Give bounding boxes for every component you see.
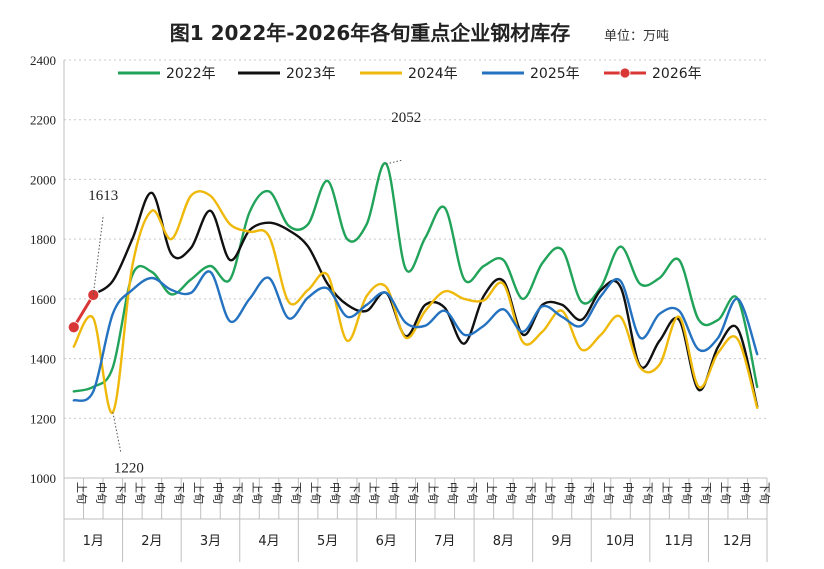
x-tick-label: 中旬 [446, 482, 459, 504]
x-tick-label: 下旬 [231, 482, 244, 504]
annotation-label: 1220 [114, 460, 144, 476]
month-label: 4月 [258, 534, 279, 549]
annotation-leader [386, 159, 404, 165]
x-tick-label: 下旬 [465, 482, 478, 504]
month-label: 12月 [723, 534, 753, 549]
legend-label-4: 2025年 [530, 66, 580, 82]
series-line-3 [72, 190, 759, 414]
x-tick-label: 上旬 [543, 482, 556, 504]
x-tick-label: 中旬 [387, 482, 400, 504]
x-tick-label: 上旬 [426, 482, 439, 504]
x-tick-label: 上旬 [485, 482, 498, 504]
chart-title-text: 图1 2022年-2026年各旬重点企业钢材库存 [170, 21, 571, 45]
month-label: 5月 [317, 534, 338, 549]
x-tick-label: 上旬 [75, 482, 88, 504]
y-tick-label: 1000 [30, 471, 56, 486]
x-tick-label: 下旬 [700, 482, 713, 504]
month-label: 7月 [434, 534, 455, 549]
legend-label-5: 2026年 [652, 66, 702, 82]
x-tick-label: 下旬 [641, 482, 654, 504]
y-tick-label: 1200 [30, 411, 56, 426]
x-tick-label: 上旬 [192, 482, 205, 504]
x-tick-label: 中旬 [329, 482, 342, 504]
month-label: 10月 [606, 534, 636, 549]
series-marker-5 [67, 321, 80, 334]
x-tick-label: 下旬 [407, 482, 420, 504]
x-tick-label: 上旬 [661, 482, 674, 504]
x-tick-label: 中旬 [739, 482, 752, 504]
x-tick-label: 中旬 [153, 482, 166, 504]
month-label: 3月 [200, 534, 221, 549]
x-tick-label: 上旬 [309, 482, 322, 504]
month-label: 6月 [376, 534, 397, 549]
month-label: 8月 [493, 534, 514, 549]
x-tick-label: 下旬 [758, 482, 771, 504]
month-label: 2月 [141, 534, 162, 549]
series-line-5 [72, 293, 95, 329]
month-label: 9月 [551, 534, 572, 549]
x-tick-label: 下旬 [172, 482, 185, 504]
annotation-label: 1613 [88, 188, 118, 204]
x-tick-label: 中旬 [94, 482, 107, 504]
x-tick-label: 中旬 [211, 482, 224, 504]
series-line-4 [72, 270, 759, 402]
series-lines [67, 162, 759, 414]
legend: 2022年 2023年 2024年 2025年 2026年 [118, 66, 702, 82]
x-tick-label: 中旬 [563, 482, 576, 504]
x-tick-label: 上旬 [133, 482, 146, 504]
month-label: 11月 [664, 534, 694, 549]
legend-label-2: 2023年 [286, 66, 336, 82]
y-tick-label: 1400 [30, 352, 56, 367]
series-line-1 [72, 162, 759, 393]
x-tick-label: 下旬 [290, 482, 303, 504]
x-tick-label: 上旬 [719, 482, 732, 504]
x-tick-label: 下旬 [582, 482, 595, 504]
y-tick-label: 1600 [30, 292, 56, 307]
x-tick-label: 下旬 [114, 482, 127, 504]
x-tick-label: 中旬 [270, 482, 283, 504]
legend-label-1: 2022年 [166, 66, 216, 82]
x-tick-label: 中旬 [680, 482, 693, 504]
annotation-leader [92, 214, 104, 296]
y-tick-label: 2200 [30, 113, 56, 128]
series-line-2 [92, 191, 759, 408]
y-tick-label: 1800 [30, 232, 56, 247]
x-tick-label: 下旬 [524, 482, 537, 504]
x-tick-label: 上旬 [368, 482, 381, 504]
annotations: 2052 1613 1220 [88, 110, 421, 476]
x-tick-label: 上旬 [602, 482, 615, 504]
annotation-label: 2052 [391, 110, 421, 126]
x-tick-label: 中旬 [622, 482, 635, 504]
month-label: 1月 [83, 534, 104, 549]
y-tick-label: 2400 [30, 53, 56, 68]
x-tick-label: 中旬 [504, 482, 517, 504]
legend-marker-5 [619, 67, 631, 79]
x-tick-label: 下旬 [348, 482, 361, 504]
chart-unit-text: 单位：万吨 [604, 29, 669, 44]
chart-title: 图1 2022年-2026年各旬重点企业钢材库存 单位：万吨 [170, 21, 669, 45]
x-tick-label: 上旬 [251, 482, 264, 504]
legend-label-3: 2024年 [408, 66, 458, 82]
y-tick-label: 2000 [30, 172, 56, 187]
